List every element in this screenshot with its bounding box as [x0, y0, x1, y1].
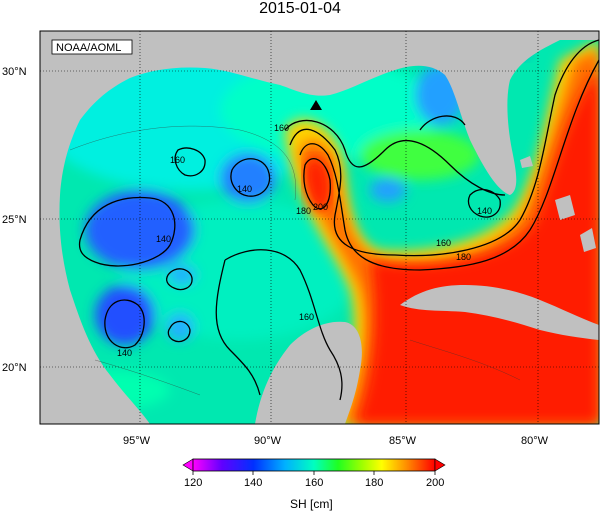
contour-label: 160 [274, 123, 289, 133]
station-marker-icon [310, 100, 322, 110]
lat-label: 25°N [2, 214, 27, 226]
colorbar-label: SH [cm] [290, 497, 333, 511]
lat-label: 20°N [2, 362, 27, 374]
contour-label: 140 [156, 234, 171, 244]
lon-label: 95°W [123, 435, 151, 447]
colorbar-tick: 180 [365, 477, 383, 489]
contour-label: 180 [456, 252, 471, 262]
colorbar-tick: 120 [184, 477, 202, 489]
contour-label: 140 [117, 348, 132, 358]
lon-label: 80°W [521, 435, 549, 447]
contour-label: 140 [477, 206, 492, 216]
contour-label: 160 [299, 312, 314, 322]
contour-label: 140 [237, 184, 252, 194]
yucatan-land [255, 321, 362, 424]
colorbar-tick: 160 [305, 477, 323, 489]
colorbar-tick: 200 [426, 477, 444, 489]
map-frame [39, 30, 600, 425]
credit-label: NOAA/AOML [56, 42, 121, 54]
contour-label: 160 [436, 238, 451, 248]
contour-labels: 160 140 140 140 160 180 200 160 180 140 … [117, 123, 492, 358]
land-mass [40, 31, 599, 424]
cuba-land [400, 285, 599, 340]
lon-label: 85°W [389, 435, 417, 447]
credit-box [51, 39, 133, 55]
lat-label: 30°N [2, 66, 27, 78]
map-title: 2015-01-04 [259, 0, 341, 17]
colorbar-tick: 140 [244, 477, 262, 489]
contour-label: 200 [313, 202, 328, 212]
contour-label: 180 [296, 206, 311, 216]
lon-label: 90°W [254, 435, 282, 447]
graticule [40, 31, 599, 424]
contour-label: 160 [170, 155, 185, 165]
colorbar: 120 140 160 180 200 SH [cm] [182, 458, 446, 511]
